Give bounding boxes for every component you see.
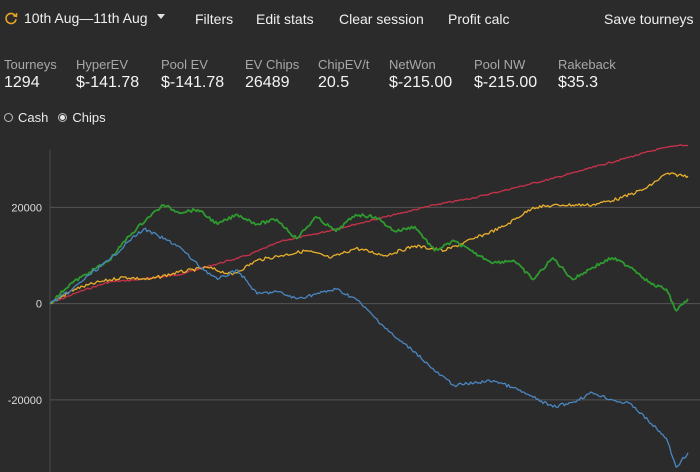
y-tick-label: 0 [36, 299, 42, 311]
stat-tourneys: Tourneys 1294 [4, 57, 57, 93]
stat-hyperev: HyperEV $-141.78 [76, 57, 139, 93]
y-tick-label: 20000 [11, 202, 42, 214]
stat-label: Pool NW [474, 57, 526, 72]
stat-value: $-141.78 [76, 74, 140, 91]
chips-chart: 20000 0 -20000 [8, 144, 700, 472]
stat-pool-ev: Pool EV $-141.78 [161, 57, 224, 93]
series-line-3 [49, 227, 689, 468]
series-line-2 [49, 204, 689, 312]
stat-label: HyperEV [76, 57, 129, 72]
chips-radio[interactable]: Chips [58, 110, 106, 125]
stat-label: ChipEV/t [318, 57, 370, 72]
cash-radio[interactable]: Cash [4, 110, 48, 125]
series-line-1 [49, 172, 689, 305]
stat-value: $-141.78 [161, 74, 225, 91]
stat-label: Tourneys [4, 57, 57, 72]
stat-label: NetWon [389, 57, 436, 72]
stat-value: 20.5 [318, 74, 350, 91]
refresh-icon [5, 12, 18, 25]
stat-label: Pool EV [161, 57, 208, 72]
stat-pool-nw: Pool NW $-215.00 [474, 57, 537, 93]
date-range-label: 10th Aug—11th Aug [24, 10, 148, 26]
mode-toggle: Cash Chips [4, 110, 106, 125]
radio-checked-icon [58, 113, 68, 122]
radio-circle-icon [4, 113, 13, 122]
stat-value: $35.3 [558, 74, 599, 91]
stat-value: $-215.00 [389, 74, 453, 91]
stat-value: $-215.00 [474, 74, 538, 91]
toolbar: 10th Aug—11th Aug Filters Edit stats Cle… [0, 0, 700, 38]
y-tick-label: -20000 [8, 395, 42, 407]
stat-label: Rakeback [558, 57, 616, 72]
clear-session-button[interactable]: Clear session [339, 11, 424, 27]
profit-calc-button[interactable]: Profit calc [448, 11, 510, 27]
stat-chipev-per-t: ChipEV/t 20.5 [318, 57, 369, 93]
stat-rakeback: Rakeback $35.3 [558, 57, 616, 93]
chips-radio-label: Chips [72, 110, 106, 125]
edit-stats-button[interactable]: Edit stats [256, 11, 314, 27]
caret-down-icon [156, 13, 165, 19]
stat-value: 26489 [245, 74, 290, 91]
stat-netwon: NetWon $-215.00 [389, 57, 452, 93]
stat-ev-chips: EV Chips 26489 [245, 57, 299, 93]
stat-label: EV Chips [245, 57, 300, 72]
cash-radio-label: Cash [18, 110, 49, 125]
date-range-selector[interactable]: 10th Aug—11th Aug [4, 10, 166, 26]
save-tourneys-button[interactable]: Save tourneys [604, 11, 694, 27]
stat-value: 1294 [4, 74, 40, 91]
filters-button[interactable]: Filters [195, 11, 234, 27]
